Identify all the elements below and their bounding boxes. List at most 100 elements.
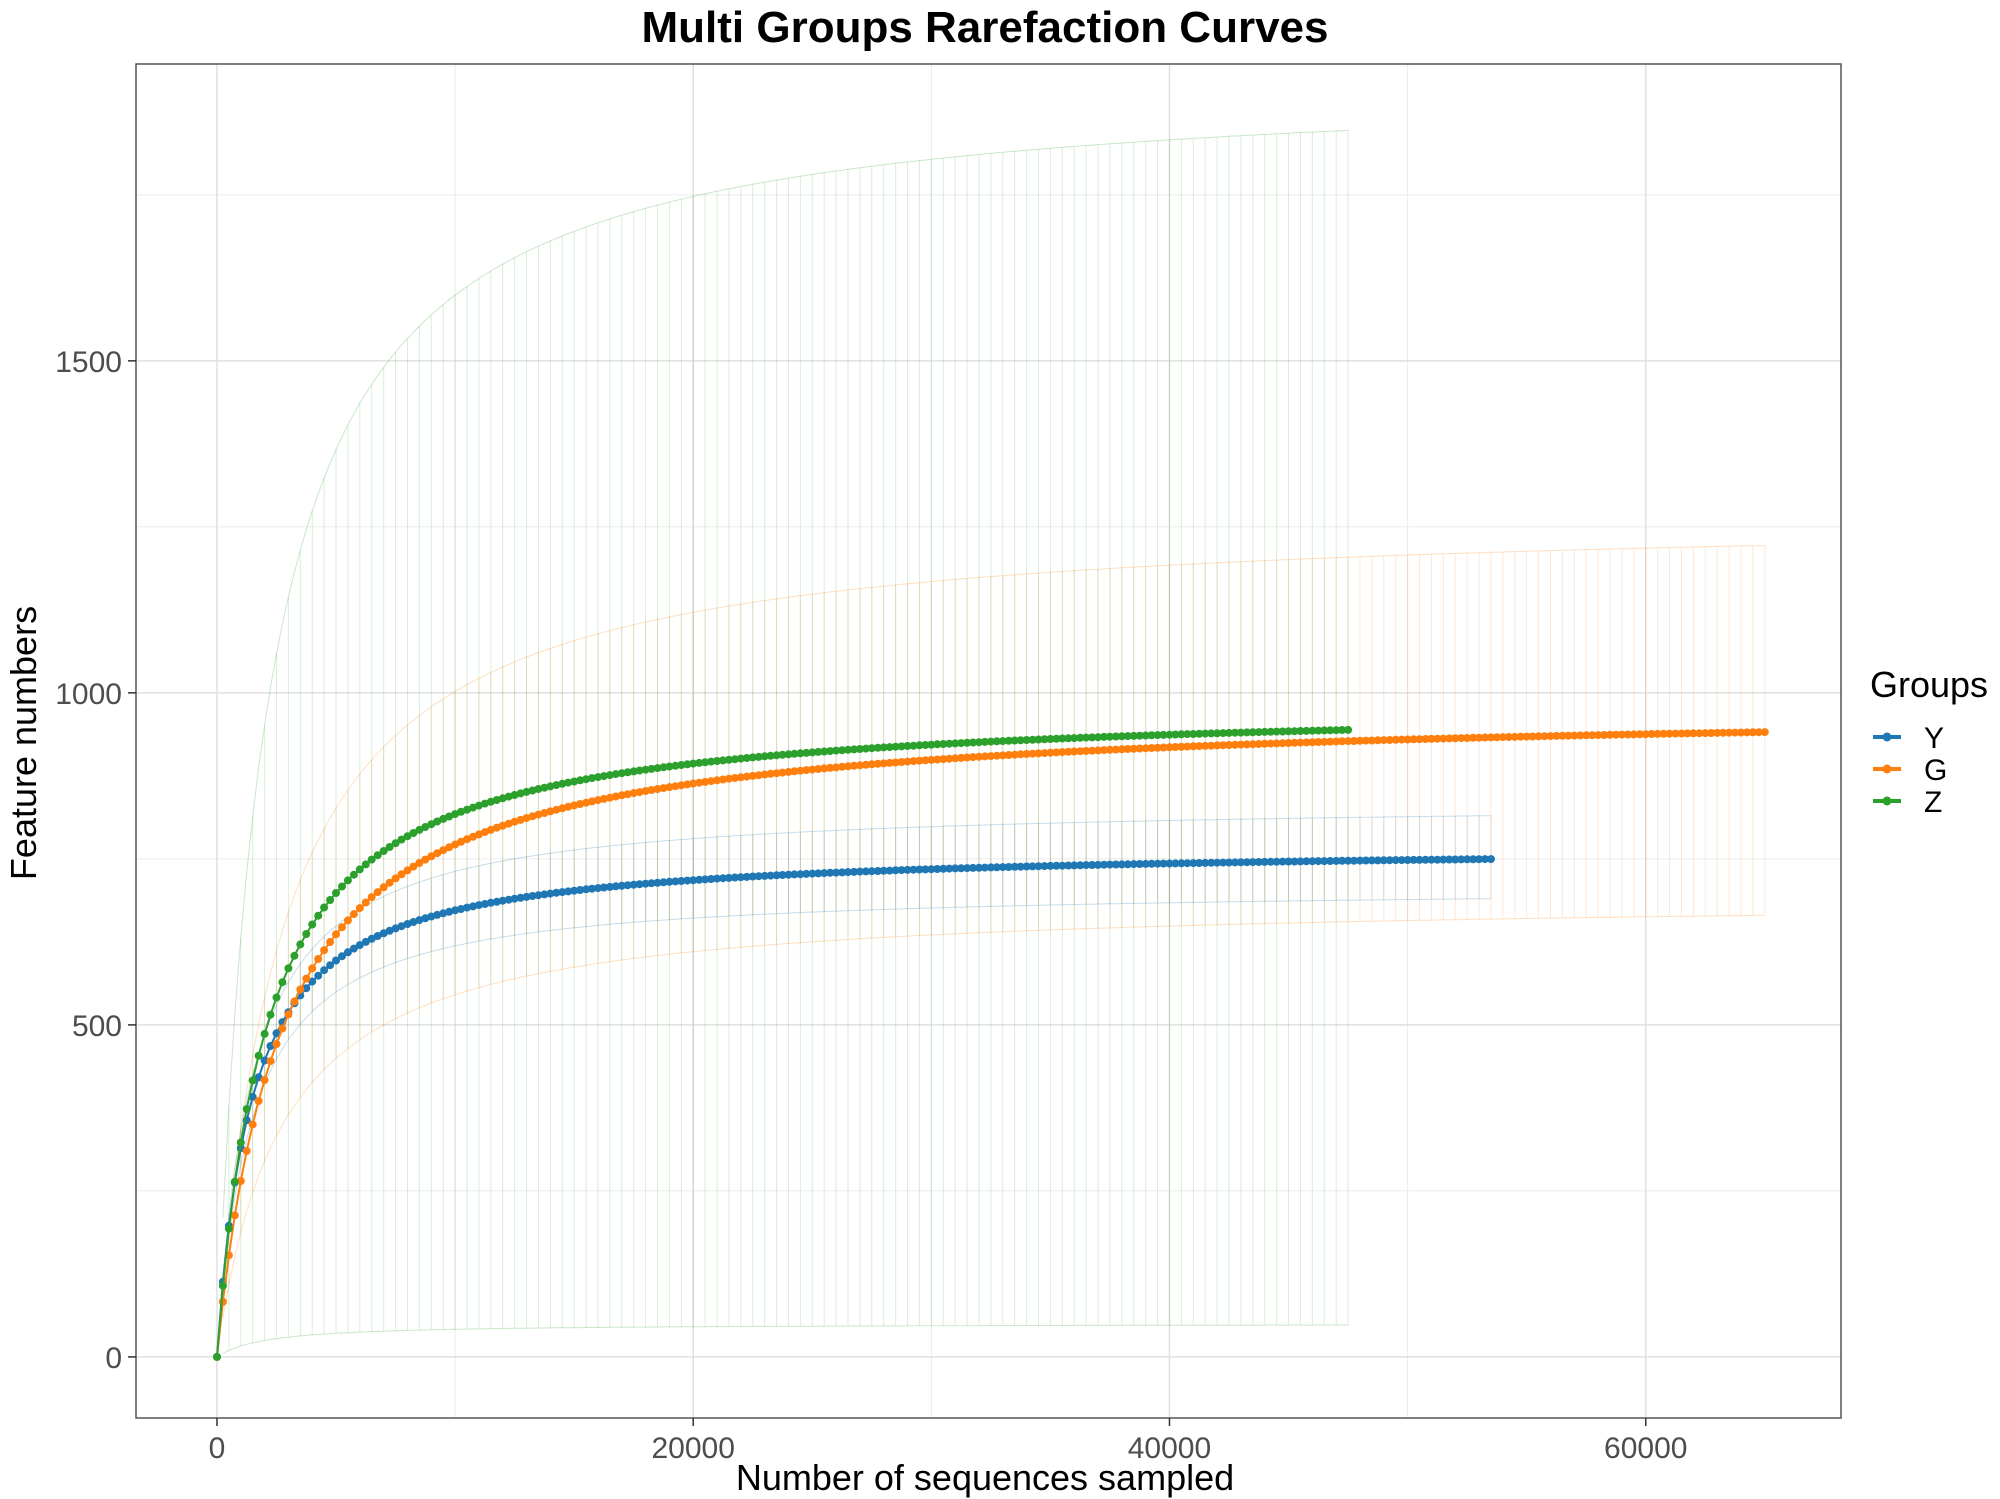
data-point bbox=[373, 932, 382, 940]
data-point bbox=[1034, 862, 1043, 871]
data-point bbox=[1117, 745, 1126, 754]
data-point bbox=[385, 843, 394, 851]
legend-key-point bbox=[1882, 732, 1892, 742]
data-point bbox=[1290, 738, 1299, 747]
data-point bbox=[1010, 736, 1019, 745]
data-point bbox=[1272, 857, 1281, 866]
data-point bbox=[951, 754, 960, 763]
data-point bbox=[1397, 856, 1406, 865]
data-point bbox=[909, 865, 918, 874]
data-point bbox=[1713, 728, 1722, 737]
x-tick-label: 60000 bbox=[1604, 1432, 1687, 1465]
data-point bbox=[867, 744, 876, 753]
data-point bbox=[1153, 743, 1162, 752]
data-point bbox=[855, 867, 864, 876]
data-point bbox=[861, 760, 870, 769]
data-point bbox=[1094, 746, 1102, 755]
data-point bbox=[861, 744, 870, 753]
data-point bbox=[784, 870, 793, 879]
data-point bbox=[629, 880, 638, 889]
data-point bbox=[1284, 739, 1293, 747]
data-point bbox=[1344, 725, 1353, 734]
data-point bbox=[1201, 741, 1210, 750]
data-point bbox=[1492, 733, 1501, 742]
data-point bbox=[355, 941, 364, 950]
data-point bbox=[278, 978, 287, 987]
data-point bbox=[1100, 860, 1108, 869]
data-point bbox=[724, 873, 733, 882]
data-point bbox=[629, 767, 638, 776]
data-point bbox=[1225, 741, 1233, 749]
data-point bbox=[1552, 731, 1561, 740]
data-point bbox=[564, 887, 573, 896]
data-point bbox=[927, 755, 936, 764]
data-point bbox=[409, 918, 418, 926]
data-point bbox=[832, 746, 841, 755]
data-point bbox=[1403, 856, 1412, 864]
data-point bbox=[617, 881, 626, 890]
data-point bbox=[1588, 731, 1597, 740]
data-point bbox=[409, 829, 418, 837]
data-point bbox=[1266, 857, 1275, 866]
data-point bbox=[891, 742, 900, 751]
data-point bbox=[1105, 745, 1114, 754]
data-point bbox=[796, 870, 805, 879]
data-point bbox=[611, 770, 620, 779]
data-point bbox=[1028, 735, 1037, 744]
data-point bbox=[1439, 855, 1448, 864]
data-point bbox=[1082, 733, 1091, 742]
data-point bbox=[546, 807, 555, 816]
data-point bbox=[659, 763, 668, 772]
data-point bbox=[1070, 861, 1079, 870]
data-point bbox=[814, 765, 823, 773]
data-point bbox=[719, 874, 727, 883]
data-point bbox=[790, 749, 799, 758]
data-point bbox=[1058, 861, 1067, 870]
data-point bbox=[1760, 728, 1769, 737]
data-point bbox=[1367, 856, 1376, 865]
data-point bbox=[599, 772, 608, 781]
data-point bbox=[361, 898, 370, 907]
x-tick-label: 20000 bbox=[652, 1432, 735, 1465]
data-point bbox=[284, 964, 293, 973]
legend-title: Groups bbox=[1870, 664, 1988, 705]
data-point bbox=[1707, 729, 1716, 737]
data-point bbox=[1207, 858, 1216, 867]
data-point bbox=[1046, 748, 1055, 757]
data-point bbox=[498, 794, 507, 803]
data-point bbox=[647, 786, 656, 794]
data-point bbox=[361, 860, 370, 869]
data-point bbox=[623, 881, 632, 890]
data-point bbox=[969, 863, 977, 872]
data-point bbox=[1159, 859, 1168, 868]
data-point bbox=[594, 884, 602, 893]
data-point bbox=[1040, 862, 1049, 871]
data-point bbox=[772, 769, 781, 778]
data-point bbox=[802, 748, 811, 757]
data-point bbox=[1016, 750, 1025, 759]
data-point bbox=[1379, 856, 1388, 865]
data-point bbox=[915, 756, 924, 765]
data-point bbox=[1617, 730, 1626, 739]
data-point bbox=[218, 1297, 227, 1306]
data-point bbox=[1272, 727, 1281, 736]
data-point bbox=[707, 757, 716, 766]
data-point bbox=[796, 749, 805, 758]
data-point bbox=[1558, 731, 1567, 740]
data-point bbox=[820, 747, 829, 756]
data-point bbox=[379, 847, 388, 855]
data-point bbox=[510, 791, 519, 799]
data-point bbox=[707, 777, 716, 786]
y-tick-label: 0 bbox=[105, 1342, 122, 1375]
legend-key-point bbox=[1882, 796, 1892, 806]
data-point bbox=[647, 879, 656, 888]
data-point bbox=[1231, 740, 1239, 749]
data-point bbox=[1302, 738, 1311, 747]
data-point bbox=[1463, 734, 1472, 742]
data-point bbox=[1207, 741, 1216, 750]
data-point bbox=[1064, 861, 1073, 870]
data-point bbox=[1129, 731, 1138, 740]
data-point bbox=[933, 740, 942, 749]
data-point bbox=[617, 791, 626, 800]
data-point bbox=[963, 864, 972, 873]
